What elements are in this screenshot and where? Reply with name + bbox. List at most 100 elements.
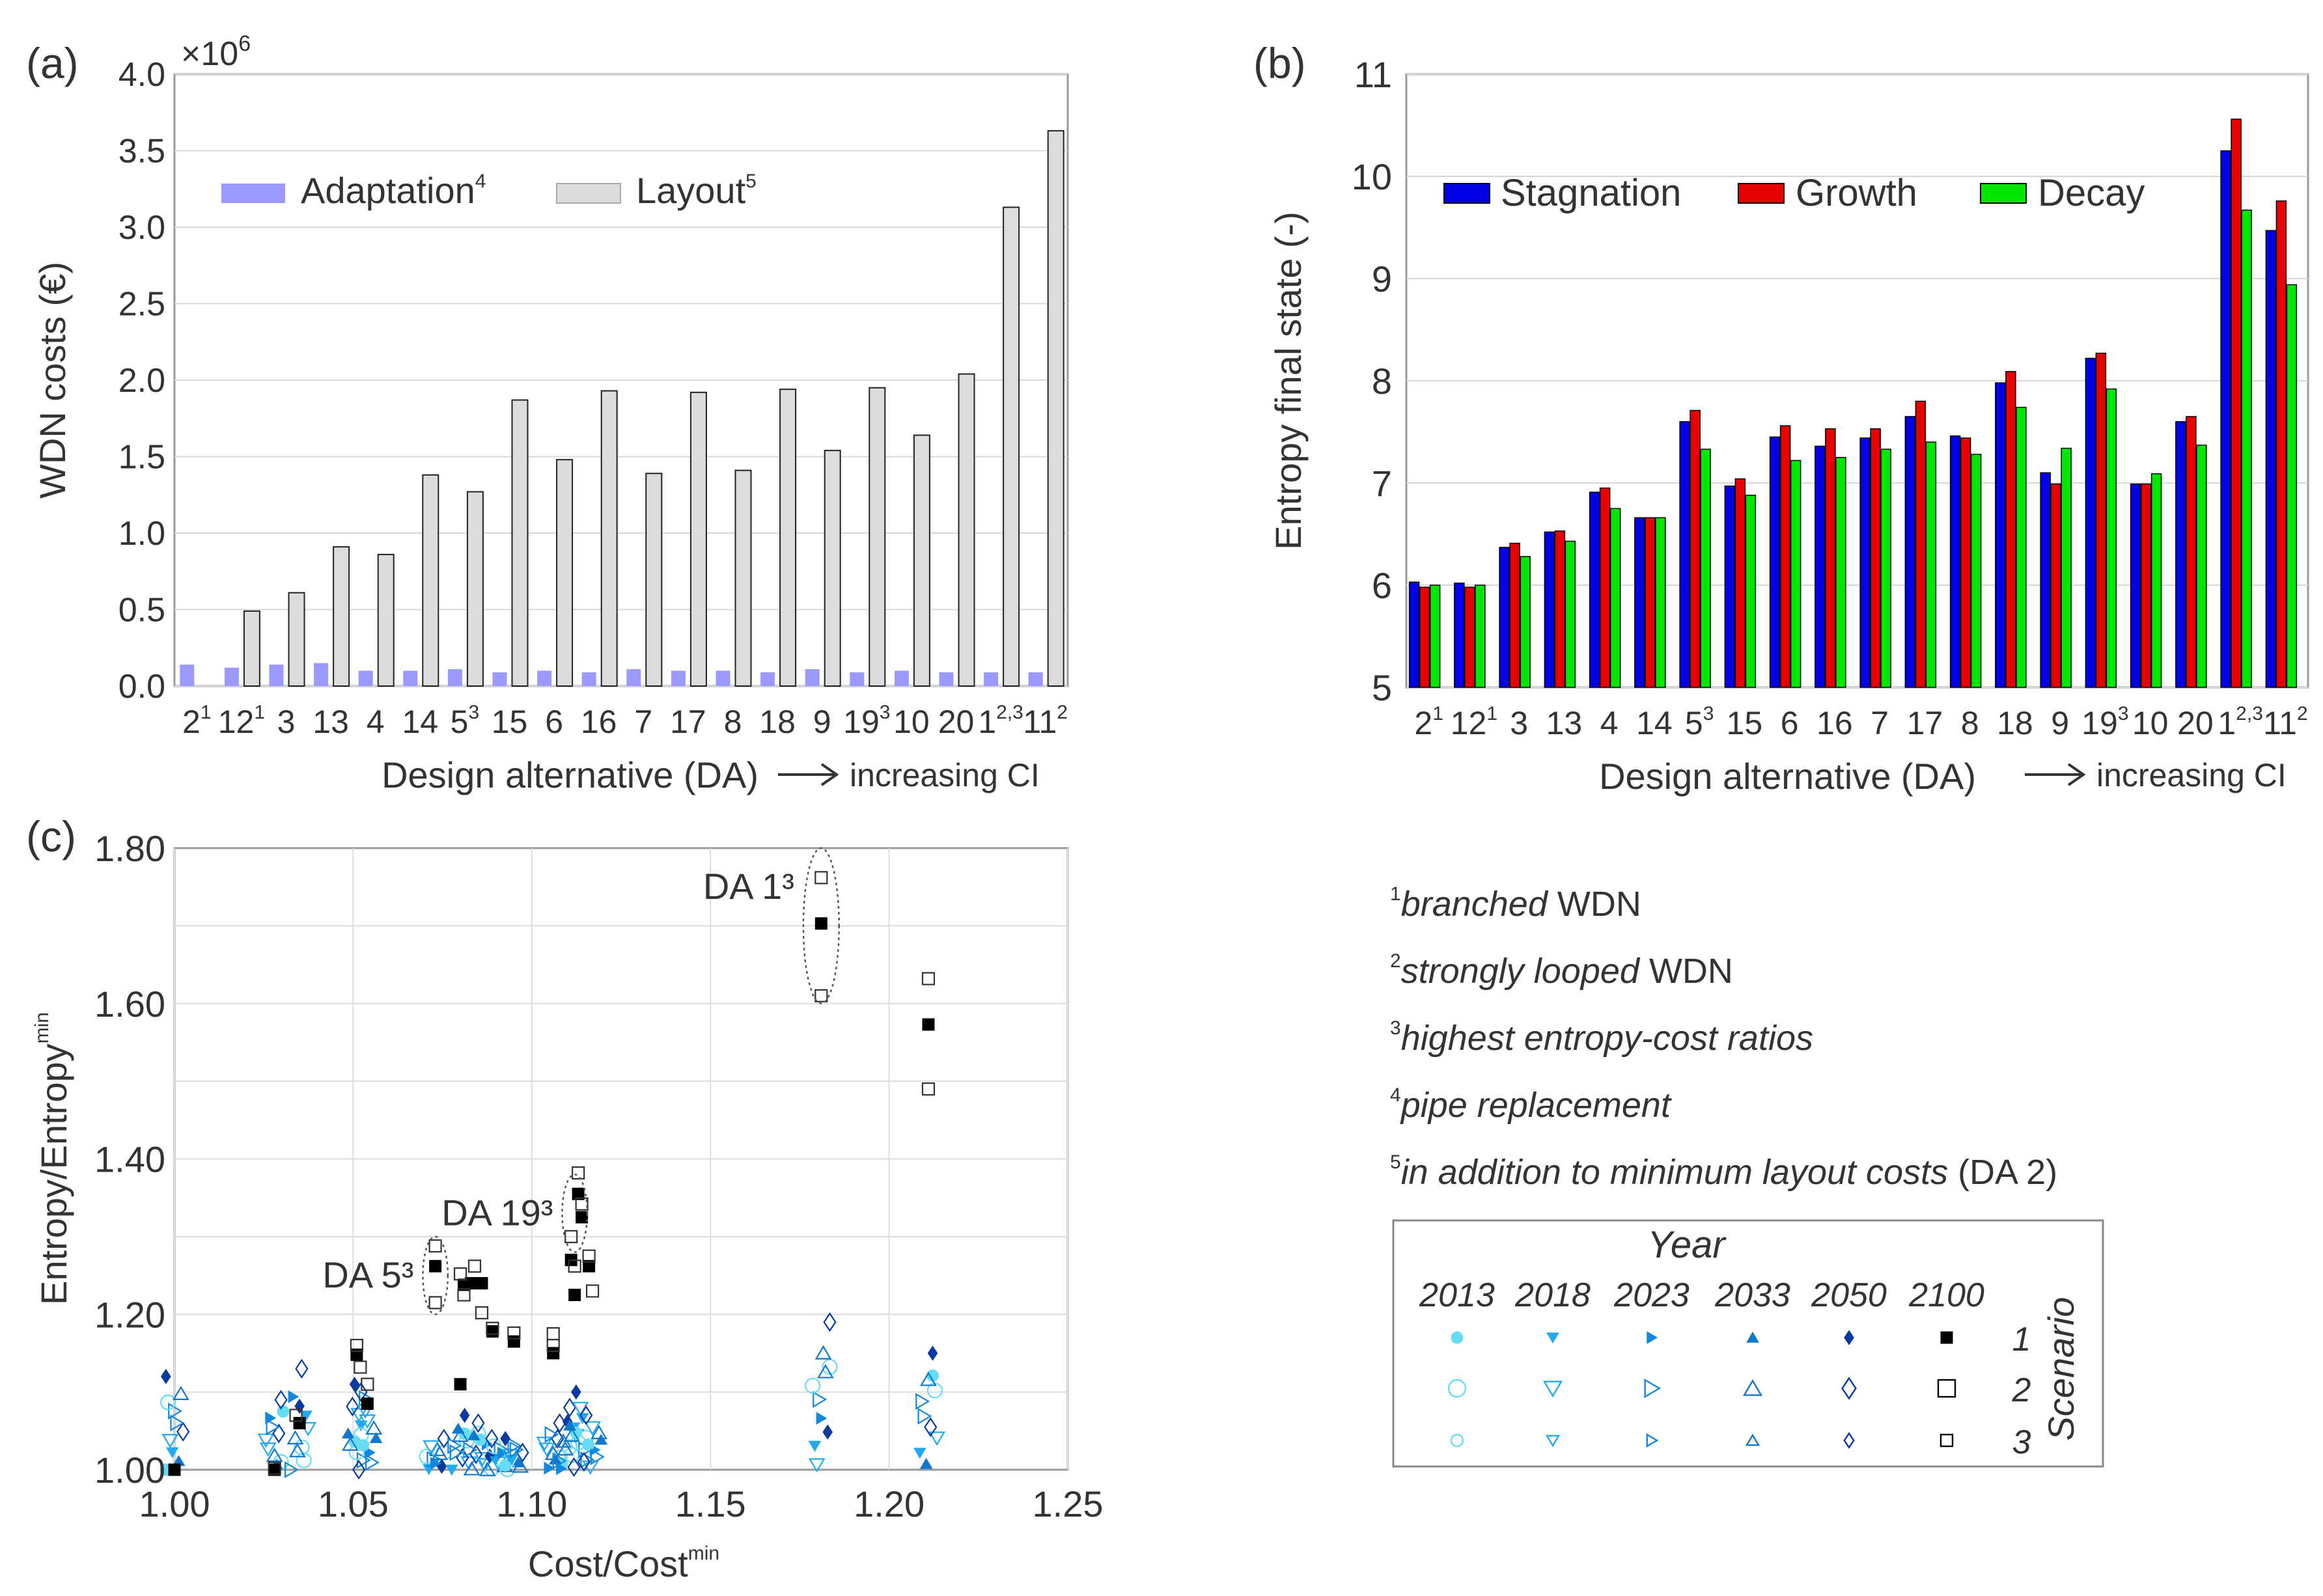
scatter-point-2100-s1: [815, 918, 827, 929]
bar-decay: [2016, 407, 2026, 687]
panel-c-x-ticks: 1.00 1.05 1.10 1.15 1.20 1.25: [139, 1483, 1104, 1524]
footnote-italic-text: highest entropy-cost ratios: [1401, 1019, 1813, 1058]
footnote-plain-text: WDN: [1548, 885, 1641, 924]
scatter-point-2100-s1: [454, 1379, 466, 1390]
x-tick-label: 13: [1546, 705, 1583, 741]
x-tick-label: 4: [367, 704, 385, 740]
y-tick-label: 1.20: [94, 1294, 165, 1335]
legend-growth: Growth: [1796, 172, 1917, 214]
bar-decay: [1475, 585, 1485, 687]
figure: (a) 0.00.51.01.52.02.53.03.54.0 21 121 3 13…: [0, 0, 2323, 1596]
legend-year-label: 2100: [1908, 1276, 1984, 1314]
bar-decay: [2242, 210, 2251, 687]
bar-growth: [2096, 353, 2106, 687]
bar-growth: [2186, 417, 2196, 687]
legend-swatch-decay: [1981, 184, 2026, 203]
x-tick-label: 6: [545, 704, 563, 740]
x-tick-label: 9: [2051, 705, 2069, 741]
x-tick-label: 21: [182, 702, 212, 740]
bar-layout: [378, 555, 394, 686]
bar-decay: [2106, 389, 2116, 687]
legend-decay: Decay: [2038, 172, 2145, 214]
bar-layout: [467, 492, 483, 686]
panel-c-y-ticks: 1.001.201.401.601.80: [94, 828, 165, 1491]
panel-a-y-ticks: 0.0 0.5 1.0 1.5 2.0 2.5 3.0 3.5 4.0: [118, 56, 165, 706]
bar-decay: [1746, 495, 1755, 687]
y-tick-label: 2.0: [118, 362, 165, 400]
panel-b-arrow-label: increasing CI: [2096, 757, 2287, 793]
scatter-point-2100-s1: [361, 1398, 373, 1410]
bar-adaptation: [180, 665, 194, 686]
footnote-number: 3: [1390, 1017, 1401, 1039]
x-tick-label: 17: [1907, 705, 1943, 741]
bar-layout: [1048, 131, 1064, 686]
panel-a-label: (a): [26, 39, 79, 87]
bar-stagnation: [1770, 437, 1780, 687]
scatter-point-2100-s1: [486, 1326, 498, 1338]
y-tick-label: 1.60: [94, 984, 165, 1025]
x-tick-label: 9: [813, 704, 831, 740]
panel-c-legend-box: [1393, 1220, 2103, 1466]
bar-layout: [736, 471, 751, 686]
x-tick-label: 10: [893, 704, 930, 740]
bar-adaptation: [1029, 672, 1043, 686]
y-tick-label: 1.5: [118, 439, 165, 476]
bar-adaptation: [850, 672, 864, 686]
footnote-3: 3highest entropy-cost ratios: [1390, 1000, 2302, 1067]
panel-b-y-axis-label: Entropy final state (-): [1268, 212, 1309, 550]
bar-growth: [2006, 372, 2016, 687]
footnote-1: 1branched WDN: [1390, 866, 2302, 933]
y-tick-label: 9: [1372, 258, 1392, 299]
legend-scenario-label: 1: [2012, 1321, 2031, 1358]
bar-stagnation: [1635, 517, 1645, 687]
footnote-number: 4: [1390, 1084, 1401, 1106]
bar-growth: [1915, 401, 1925, 687]
bar-decay: [1836, 458, 1846, 687]
x-tick-label: 13: [313, 704, 349, 740]
legend-scenario-labels: 1 2 3: [2012, 1321, 2031, 1461]
legend-symbol: [1451, 1332, 1463, 1343]
legend-symbol: [1941, 1332, 1953, 1343]
panel-b-arrow: [2025, 764, 2083, 785]
legend-year-title: Year: [1647, 1224, 1727, 1266]
bar-layout: [780, 389, 796, 686]
bar-growth: [1600, 488, 1610, 687]
bar-growth: [1690, 411, 1700, 687]
x-tick-label: 1.00: [139, 1483, 210, 1524]
bar-growth: [2276, 201, 2286, 687]
x-tick-label: 121: [1451, 703, 1497, 741]
legend-stagnation: Stagnation: [1501, 172, 1681, 214]
annotation-label: DA 19³: [441, 1192, 553, 1233]
x-tick-label: 1.05: [318, 1483, 389, 1524]
x-tick-label: 16: [1816, 705, 1853, 741]
panel-c-legend: Year 2013 2018 2023 2033 2050 2100 1 2 3 Scenar…: [1393, 1220, 2103, 1466]
bar-layout: [914, 435, 930, 686]
legend-swatch-adaptation: [221, 184, 285, 203]
x-tick-label: 112: [1023, 702, 1068, 740]
legend-scenario-title: Scenario: [2040, 1297, 2081, 1440]
legend-swatch-layout: [557, 184, 620, 203]
bar-decay: [1611, 508, 1621, 687]
bar-layout: [289, 593, 305, 686]
x-tick-label: 121: [218, 702, 265, 740]
legend-adaptation: Adaptation4: [301, 170, 486, 211]
bar-stagnation: [1951, 436, 1960, 687]
y-tick-label: 0.0: [118, 668, 165, 706]
bar-layout: [602, 391, 617, 686]
annotation-label: DA 1³: [703, 866, 794, 907]
bar-stagnation: [2085, 358, 2095, 687]
bar-adaptation: [582, 672, 596, 686]
x-tick-label: 15: [1727, 705, 1763, 741]
bar-layout: [646, 473, 661, 686]
legend-year-label: 2013: [1419, 1276, 1495, 1314]
bar-growth: [1420, 587, 1430, 687]
bar-growth: [1735, 479, 1745, 687]
y-tick-label: 3.0: [118, 209, 165, 247]
bar-decay: [2152, 474, 2162, 687]
legend-year-label: 2050: [1811, 1276, 1887, 1314]
bar-stagnation: [2131, 484, 2141, 687]
panel-c-x-axis-label: Cost/Costmin: [528, 1543, 719, 1584]
x-tick-label: 18: [759, 704, 796, 740]
x-tick-label: 1.20: [854, 1483, 925, 1524]
scatter-point-2100-s1: [923, 1019, 934, 1030]
